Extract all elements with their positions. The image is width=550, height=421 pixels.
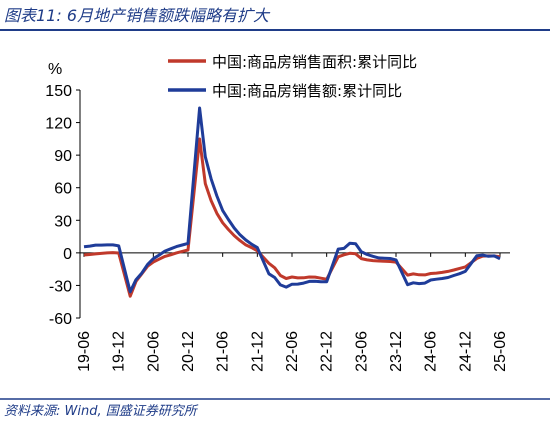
series-line-2: [83, 106, 501, 294]
x-tick-label: 21-12: [249, 331, 266, 372]
legend-label-1: 中国:商品房销售面积:累计同比: [212, 53, 417, 71]
y-tick-label: 30: [54, 213, 72, 230]
y-tick-label: 90: [54, 148, 72, 165]
x-tick-label: 22-06: [284, 331, 301, 372]
x-tick-label: 20-12: [180, 331, 197, 372]
y-tick-labels: 150 120 90 60 30 0 -30 -60: [45, 83, 72, 328]
x-tick-label: 24-12: [457, 331, 474, 372]
y-tick-label: 0: [63, 246, 72, 263]
y-tick-label: -30: [49, 278, 72, 295]
chart-title: 图表11: 6月地产销售额跌幅略有扩大: [4, 6, 271, 25]
x-tick-label: 19-06: [76, 331, 93, 372]
series-lines: [83, 106, 501, 298]
x-tick-label: 20-06: [145, 331, 162, 372]
y-tick-label: 60: [54, 181, 72, 198]
x-tick-label: 21-06: [215, 331, 232, 372]
x-tick-label: 25-06: [492, 331, 509, 372]
x-tick-label: 23-06: [353, 331, 370, 372]
y-axis-unit: %: [48, 61, 62, 78]
y-tick-label: 150: [45, 83, 72, 100]
y-tick-label: 120: [45, 116, 72, 133]
x-tick-label: 23-12: [388, 331, 405, 372]
x-tick-label: 22-12: [319, 331, 336, 372]
source-note: 资料来源: Wind, 国盛证券研究所: [4, 403, 199, 419]
x-tick-label: 24-06: [423, 331, 440, 372]
x-tick-label: 19-12: [111, 331, 128, 372]
series-line-1: [83, 137, 501, 298]
x-tick-labels: 19-06 19-12 20-06 20-12 21-06 21-12 22-06 22-12…: [76, 331, 509, 372]
legend-label-2: 中国:商品房销售额:累计同比: [212, 82, 402, 100]
y-tick-label: -60: [49, 311, 72, 328]
